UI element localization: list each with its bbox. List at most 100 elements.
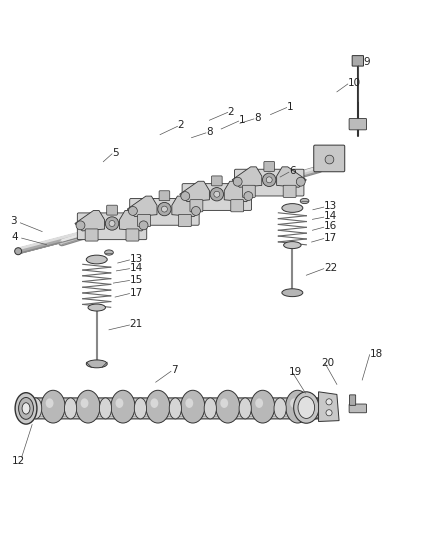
Text: 1: 1 — [287, 102, 293, 112]
Ellipse shape — [64, 398, 77, 419]
Text: 22: 22 — [324, 263, 337, 273]
Ellipse shape — [216, 390, 240, 423]
Circle shape — [162, 206, 167, 212]
Ellipse shape — [290, 398, 298, 408]
Ellipse shape — [29, 398, 42, 419]
Ellipse shape — [111, 390, 135, 423]
Ellipse shape — [282, 289, 303, 297]
FancyBboxPatch shape — [349, 404, 367, 413]
FancyBboxPatch shape — [231, 200, 244, 212]
Ellipse shape — [204, 398, 216, 419]
Ellipse shape — [284, 241, 301, 248]
Ellipse shape — [274, 398, 286, 419]
Ellipse shape — [215, 195, 223, 203]
Text: 8: 8 — [206, 127, 212, 137]
Circle shape — [106, 217, 119, 230]
Ellipse shape — [41, 390, 65, 423]
FancyBboxPatch shape — [242, 185, 255, 197]
Circle shape — [326, 410, 332, 416]
Ellipse shape — [169, 398, 181, 419]
Polygon shape — [127, 196, 157, 216]
FancyBboxPatch shape — [107, 205, 117, 215]
Circle shape — [325, 155, 334, 164]
Polygon shape — [224, 181, 254, 201]
Ellipse shape — [15, 393, 37, 424]
Ellipse shape — [300, 198, 309, 204]
FancyBboxPatch shape — [350, 395, 356, 405]
Polygon shape — [180, 181, 209, 201]
FancyBboxPatch shape — [190, 200, 203, 212]
Text: 18: 18 — [370, 349, 383, 359]
Text: 4: 4 — [12, 232, 18, 242]
Circle shape — [128, 206, 138, 215]
Ellipse shape — [181, 390, 205, 423]
Text: 6: 6 — [289, 166, 296, 176]
Ellipse shape — [99, 398, 112, 419]
Text: 2: 2 — [177, 120, 184, 131]
Ellipse shape — [286, 390, 310, 423]
FancyBboxPatch shape — [234, 169, 304, 196]
Ellipse shape — [116, 398, 124, 408]
Circle shape — [296, 177, 305, 186]
Text: 15: 15 — [130, 274, 143, 285]
Circle shape — [214, 191, 220, 197]
Ellipse shape — [146, 390, 170, 423]
Ellipse shape — [185, 398, 193, 408]
Ellipse shape — [86, 255, 107, 264]
Circle shape — [191, 206, 201, 215]
FancyBboxPatch shape — [314, 145, 345, 172]
Ellipse shape — [18, 398, 33, 419]
Ellipse shape — [239, 398, 251, 419]
Ellipse shape — [46, 398, 53, 408]
Polygon shape — [318, 392, 339, 422]
Text: 8: 8 — [254, 113, 261, 123]
Text: 13: 13 — [324, 201, 337, 211]
FancyBboxPatch shape — [264, 161, 275, 172]
Polygon shape — [277, 167, 306, 187]
FancyBboxPatch shape — [212, 176, 222, 186]
Text: 17: 17 — [130, 288, 143, 298]
FancyBboxPatch shape — [178, 214, 191, 227]
Polygon shape — [120, 211, 149, 231]
Text: 14: 14 — [324, 211, 337, 221]
Ellipse shape — [105, 250, 113, 255]
FancyBboxPatch shape — [349, 118, 367, 130]
FancyBboxPatch shape — [126, 229, 139, 241]
Polygon shape — [172, 196, 201, 216]
Ellipse shape — [282, 204, 303, 212]
Circle shape — [233, 177, 242, 186]
Circle shape — [181, 192, 190, 200]
Ellipse shape — [150, 398, 158, 408]
Ellipse shape — [86, 360, 107, 368]
Circle shape — [76, 221, 85, 230]
Circle shape — [109, 221, 115, 227]
FancyBboxPatch shape — [352, 55, 364, 66]
Ellipse shape — [76, 390, 100, 423]
FancyBboxPatch shape — [78, 213, 147, 240]
Ellipse shape — [220, 398, 228, 408]
Circle shape — [266, 177, 272, 183]
Circle shape — [139, 221, 148, 230]
Text: 10: 10 — [348, 78, 361, 88]
Text: 19: 19 — [289, 367, 302, 377]
Circle shape — [326, 399, 332, 405]
Text: 17: 17 — [324, 233, 337, 243]
Text: 5: 5 — [112, 148, 119, 158]
Ellipse shape — [298, 397, 314, 418]
Circle shape — [262, 173, 276, 187]
Ellipse shape — [255, 398, 263, 408]
Text: 20: 20 — [321, 358, 335, 368]
Circle shape — [244, 192, 253, 200]
Circle shape — [158, 203, 171, 216]
Text: 9: 9 — [363, 57, 370, 67]
Text: 16: 16 — [324, 221, 337, 231]
Ellipse shape — [309, 398, 321, 419]
FancyBboxPatch shape — [85, 229, 98, 241]
Text: 1: 1 — [239, 115, 245, 125]
FancyBboxPatch shape — [182, 184, 251, 211]
Text: 2: 2 — [228, 107, 234, 117]
Ellipse shape — [22, 403, 30, 414]
Circle shape — [210, 188, 223, 201]
Ellipse shape — [134, 398, 147, 419]
Ellipse shape — [81, 398, 88, 408]
